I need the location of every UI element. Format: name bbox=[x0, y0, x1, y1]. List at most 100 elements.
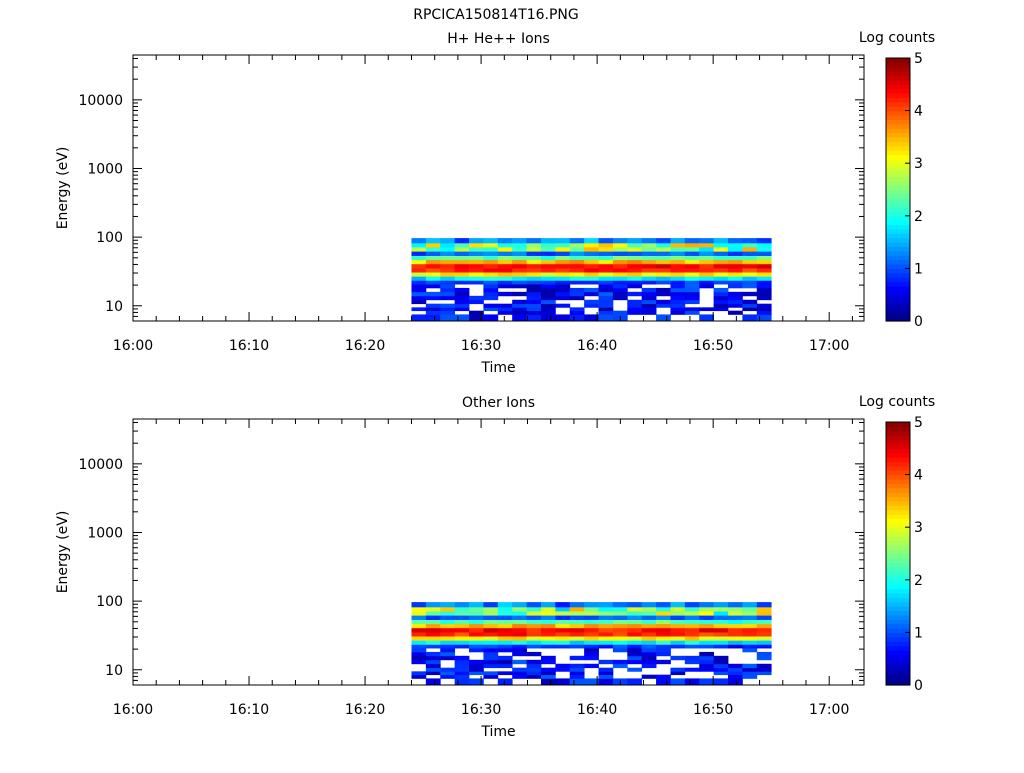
heatmap-cell bbox=[497, 259, 513, 265]
heatmap-cell bbox=[728, 299, 743, 305]
heatmap-cell bbox=[684, 644, 700, 649]
heatmap-cell bbox=[526, 246, 542, 252]
heatmap-cell bbox=[641, 610, 657, 616]
heatmap-cell bbox=[670, 280, 686, 285]
heatmap-cell bbox=[454, 627, 470, 633]
heatmap-cell bbox=[670, 615, 686, 620]
heatmap-cell bbox=[526, 623, 542, 629]
x-tick-label: 16:00 bbox=[113, 702, 153, 718]
colorbar-segment bbox=[886, 264, 910, 269]
colorbar-segment bbox=[886, 435, 910, 441]
heatmap-cell bbox=[440, 632, 456, 637]
heatmap-cell bbox=[584, 644, 599, 649]
heatmap-cell bbox=[555, 291, 571, 297]
colorbar-segment bbox=[886, 268, 910, 274]
heatmap-cell bbox=[670, 272, 686, 277]
heatmap-cell bbox=[670, 623, 686, 629]
heatmap-cell bbox=[483, 640, 499, 645]
heatmap-cell bbox=[584, 268, 599, 273]
colorbar-segment bbox=[886, 579, 910, 585]
heatmap-cell bbox=[684, 678, 700, 686]
x-tick-label: 16:50 bbox=[693, 702, 733, 718]
heatmap-cell bbox=[728, 678, 743, 686]
heatmap-cell bbox=[627, 263, 643, 269]
heatmap-cell bbox=[540, 615, 556, 620]
heatmap-cell bbox=[598, 674, 614, 679]
heatmap-cell bbox=[699, 276, 715, 281]
heatmap-cell bbox=[684, 623, 700, 629]
colorbar-segment bbox=[886, 483, 910, 489]
heatmap-cell bbox=[569, 280, 585, 285]
heatmap-cell bbox=[425, 615, 441, 620]
heatmap-cell bbox=[440, 242, 456, 248]
heatmap-cell bbox=[728, 268, 743, 273]
heatmap-cell bbox=[670, 246, 686, 252]
heatmap-cell bbox=[728, 276, 743, 281]
heatmap-cell bbox=[612, 263, 628, 269]
heatmap-cell bbox=[512, 238, 527, 244]
heatmap-cell bbox=[713, 246, 729, 252]
heatmap-cell bbox=[411, 610, 427, 616]
heatmap-cell bbox=[526, 299, 542, 305]
heatmap-cell bbox=[728, 272, 743, 277]
heatmap-cell bbox=[713, 263, 729, 269]
heatmap-cell bbox=[713, 259, 729, 265]
heatmap-cell bbox=[598, 627, 614, 633]
colorbar-segment bbox=[886, 606, 910, 612]
heatmap-cell bbox=[598, 268, 614, 273]
colorbar-tick-label: 2 bbox=[914, 573, 923, 589]
heatmap-cell bbox=[483, 314, 499, 322]
heatmap-cell bbox=[454, 610, 470, 616]
heatmap-cell bbox=[483, 636, 499, 641]
heatmap-cell bbox=[598, 287, 614, 293]
colorbar-segment bbox=[886, 443, 910, 449]
heatmap-cell bbox=[598, 291, 614, 297]
heatmap-cell bbox=[756, 307, 772, 312]
heatmap-cell bbox=[483, 648, 499, 653]
heatmap-cell bbox=[756, 667, 772, 672]
heatmap-cell bbox=[555, 615, 571, 620]
heatmap-cell bbox=[425, 259, 441, 265]
heatmap-cell bbox=[425, 276, 441, 281]
heatmap-cell bbox=[670, 284, 686, 289]
heatmap-cell bbox=[742, 280, 758, 285]
heatmap-cell bbox=[699, 627, 715, 633]
heatmap-cell bbox=[656, 636, 671, 641]
heatmap-cell bbox=[454, 640, 470, 645]
colorbar-segment bbox=[886, 500, 910, 506]
heatmap-cell bbox=[756, 671, 772, 676]
heatmap-cell bbox=[627, 627, 643, 633]
colorbar-segment bbox=[886, 522, 910, 528]
colorbar-segment bbox=[886, 645, 910, 651]
heatmap-cell bbox=[569, 314, 585, 322]
heatmap-cell bbox=[569, 678, 585, 686]
heatmap-cell bbox=[454, 602, 470, 608]
heatmap-cell bbox=[756, 238, 772, 244]
heatmap-cell bbox=[713, 276, 729, 281]
colorbar-segment bbox=[886, 452, 910, 458]
heatmap-cell bbox=[598, 640, 614, 645]
heatmap-cell bbox=[684, 280, 700, 285]
colorbar-segment bbox=[886, 312, 910, 318]
heatmap-cell bbox=[756, 651, 772, 657]
heatmap-cell bbox=[411, 280, 427, 285]
colorbar-segment bbox=[886, 487, 910, 493]
heatmap-cell bbox=[656, 255, 671, 261]
heatmap-cell bbox=[641, 602, 657, 608]
heatmap-cell bbox=[540, 671, 556, 676]
heatmap-cell bbox=[411, 242, 427, 248]
heatmap-cell bbox=[497, 251, 513, 256]
heatmap-cell bbox=[670, 307, 686, 312]
heatmap-cell bbox=[440, 606, 456, 612]
heatmap-cell bbox=[627, 310, 643, 315]
heatmap-cell bbox=[411, 287, 427, 293]
heatmap-cell bbox=[656, 651, 671, 657]
heatmap-cell bbox=[598, 606, 614, 612]
heatmap-cell bbox=[454, 295, 470, 301]
heatmap-cell bbox=[526, 659, 542, 665]
heatmap-cell bbox=[728, 251, 743, 256]
heatmap-cell bbox=[469, 627, 484, 633]
heatmap-cell bbox=[756, 272, 772, 277]
heatmap-cell bbox=[728, 242, 743, 248]
heatmap-cell bbox=[742, 619, 758, 625]
